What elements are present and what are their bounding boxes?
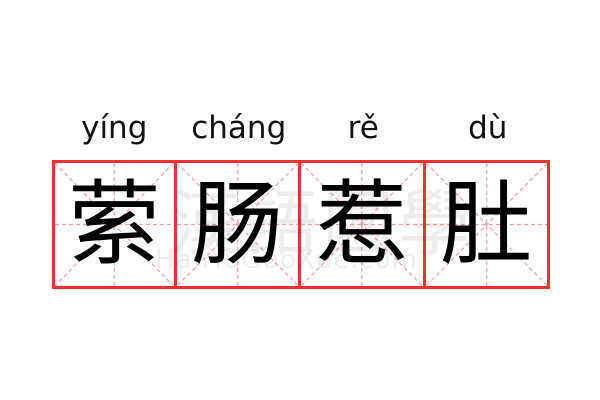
character-3: 惹 [315,170,408,278]
pinyin-1: yíng [81,110,148,146]
character-cell: 萦 [52,160,177,289]
pinyin-3: rě [347,110,379,146]
pinyin-2: cháng [191,110,287,146]
character-1: 萦 [68,170,161,278]
character-grid: 萦 肠 惹 肚 [52,160,550,289]
grid-guides [301,163,423,286]
character-cell: 肚 [425,160,550,289]
grid-guides [426,163,548,286]
pinyin-4: dù [468,110,508,146]
character-cell: 肠 [176,160,301,289]
character-2: 肠 [191,170,284,278]
grid-guides [55,163,174,286]
pinyin-row: yíng cháng rě dù [52,108,550,148]
character-4: 肚 [440,170,533,278]
grid-guides [177,163,299,286]
character-cell: 惹 [301,160,426,289]
